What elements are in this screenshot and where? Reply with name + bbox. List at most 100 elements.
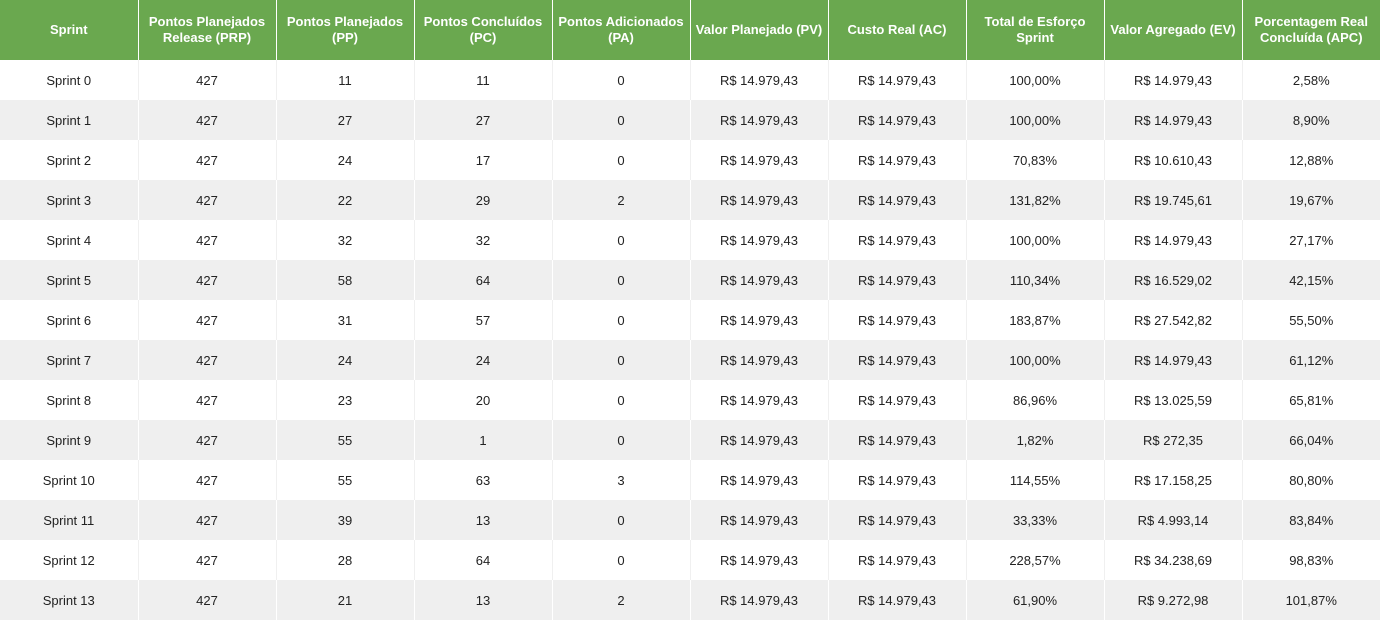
cell-completed-points: 32 — [414, 220, 553, 260]
cell-added-points: 0 — [552, 60, 691, 100]
cell-actual-cost: R$ 14.979,43 — [828, 140, 967, 180]
table-row: Sprint 4 427 32 32 0 R$ 14.979,43 R$ 14.979,43… — [0, 220, 1380, 260]
table-row: Sprint 5 427 58 64 0 R$ 14.979,43 R$ 14.979,43… — [0, 260, 1380, 300]
cell-completed-points: 20 — [414, 380, 553, 420]
table-row: Sprint 2 427 24 17 0 R$ 14.979,43 R$ 14.979,43… — [0, 140, 1380, 180]
header-completed-points: Pontos Concluídos (PC) — [414, 0, 553, 60]
cell-actual-cost: R$ 14.979,43 — [828, 300, 967, 340]
cell-actual-percent-complete: 55,50% — [1242, 300, 1380, 340]
cell-planned-points: 21 — [276, 580, 415, 620]
cell-actual-cost: R$ 14.979,43 — [828, 260, 967, 300]
cell-actual-cost: R$ 14.979,43 — [828, 180, 967, 220]
cell-release-planned-points: 427 — [138, 60, 277, 100]
cell-added-points: 0 — [552, 420, 691, 460]
cell-actual-cost: R$ 14.979,43 — [828, 460, 967, 500]
header-added-points: Pontos Adicionados (PA) — [552, 0, 691, 60]
cell-added-points: 0 — [552, 300, 691, 340]
cell-total-effort: 183,87% — [966, 300, 1105, 340]
cell-actual-percent-complete: 8,90% — [1242, 100, 1380, 140]
cell-sprint: Sprint 3 — [0, 180, 139, 220]
cell-sprint: Sprint 10 — [0, 460, 139, 500]
cell-release-planned-points: 427 — [138, 180, 277, 220]
cell-planned-value: R$ 14.979,43 — [690, 420, 829, 460]
cell-actual-percent-complete: 98,83% — [1242, 540, 1380, 580]
header-earned-value: Valor Agregado (EV) — [1104, 0, 1243, 60]
cell-earned-value: R$ 13.025,59 — [1104, 380, 1243, 420]
cell-actual-percent-complete: 83,84% — [1242, 500, 1380, 540]
cell-planned-value: R$ 14.979,43 — [690, 180, 829, 220]
cell-total-effort: 100,00% — [966, 100, 1105, 140]
cell-release-planned-points: 427 — [138, 540, 277, 580]
cell-sprint: Sprint 13 — [0, 580, 139, 620]
cell-sprint: Sprint 8 — [0, 380, 139, 420]
cell-planned-value: R$ 14.979,43 — [690, 500, 829, 540]
cell-total-effort: 110,34% — [966, 260, 1105, 300]
cell-planned-value: R$ 14.979,43 — [690, 100, 829, 140]
cell-actual-percent-complete: 80,80% — [1242, 460, 1380, 500]
table-row: Sprint 8 427 23 20 0 R$ 14.979,43 R$ 14.979,43… — [0, 380, 1380, 420]
cell-planned-value: R$ 14.979,43 — [690, 540, 829, 580]
cell-added-points: 0 — [552, 340, 691, 380]
cell-release-planned-points: 427 — [138, 140, 277, 180]
cell-actual-cost: R$ 14.979,43 — [828, 60, 967, 100]
table-header: Sprint Pontos Planejados Release (PRP) P… — [0, 0, 1380, 60]
cell-actual-cost: R$ 14.979,43 — [828, 380, 967, 420]
cell-completed-points: 57 — [414, 300, 553, 340]
table-row: Sprint 9 427 55 1 0 R$ 14.979,43 R$ 14.979,43 1… — [0, 420, 1380, 460]
cell-total-effort: 33,33% — [966, 500, 1105, 540]
cell-completed-points: 64 — [414, 260, 553, 300]
cell-planned-value: R$ 14.979,43 — [690, 260, 829, 300]
cell-release-planned-points: 427 — [138, 100, 277, 140]
cell-total-effort: 86,96% — [966, 380, 1105, 420]
cell-actual-cost: R$ 14.979,43 — [828, 340, 967, 380]
header-release-planned-points: Pontos Planejados Release (PRP) — [138, 0, 277, 60]
cell-added-points: 2 — [552, 180, 691, 220]
cell-total-effort: 61,90% — [966, 580, 1105, 620]
cell-earned-value: R$ 14.979,43 — [1104, 100, 1243, 140]
cell-actual-percent-complete: 2,58% — [1242, 60, 1380, 100]
cell-actual-percent-complete: 101,87% — [1242, 580, 1380, 620]
cell-earned-value: R$ 9.272,98 — [1104, 580, 1243, 620]
cell-earned-value: R$ 14.979,43 — [1104, 340, 1243, 380]
table-row: Sprint 0 427 11 11 0 R$ 14.979,43 R$ 14.979,43… — [0, 60, 1380, 100]
cell-planned-points: 55 — [276, 420, 415, 460]
cell-release-planned-points: 427 — [138, 580, 277, 620]
cell-sprint: Sprint 4 — [0, 220, 139, 260]
cell-actual-cost: R$ 14.979,43 — [828, 420, 967, 460]
header-actual-cost: Custo Real (AC) — [828, 0, 967, 60]
cell-release-planned-points: 427 — [138, 500, 277, 540]
cell-earned-value: R$ 16.529,02 — [1104, 260, 1243, 300]
cell-added-points: 0 — [552, 540, 691, 580]
cell-total-effort: 114,55% — [966, 460, 1105, 500]
cell-actual-percent-complete: 65,81% — [1242, 380, 1380, 420]
cell-completed-points: 17 — [414, 140, 553, 180]
cell-earned-value: R$ 19.745,61 — [1104, 180, 1243, 220]
cell-completed-points: 27 — [414, 100, 553, 140]
cell-planned-points: 39 — [276, 500, 415, 540]
cell-actual-cost: R$ 14.979,43 — [828, 220, 967, 260]
cell-completed-points: 63 — [414, 460, 553, 500]
cell-added-points: 2 — [552, 580, 691, 620]
cell-planned-points: 23 — [276, 380, 415, 420]
cell-earned-value: R$ 14.979,43 — [1104, 60, 1243, 100]
cell-completed-points: 13 — [414, 580, 553, 620]
cell-completed-points: 29 — [414, 180, 553, 220]
cell-planned-points: 11 — [276, 60, 415, 100]
cell-planned-value: R$ 14.979,43 — [690, 60, 829, 100]
cell-planned-value: R$ 14.979,43 — [690, 340, 829, 380]
cell-planned-points: 24 — [276, 140, 415, 180]
cell-planned-points: 58 — [276, 260, 415, 300]
cell-completed-points: 24 — [414, 340, 553, 380]
cell-actual-percent-complete: 12,88% — [1242, 140, 1380, 180]
cell-release-planned-points: 427 — [138, 300, 277, 340]
cell-sprint: Sprint 1 — [0, 100, 139, 140]
cell-actual-cost: R$ 14.979,43 — [828, 100, 967, 140]
cell-earned-value: R$ 14.979,43 — [1104, 220, 1243, 260]
cell-actual-percent-complete: 61,12% — [1242, 340, 1380, 380]
cell-added-points: 0 — [552, 500, 691, 540]
table-row: Sprint 6 427 31 57 0 R$ 14.979,43 R$ 14.979,43… — [0, 300, 1380, 340]
cell-planned-points: 28 — [276, 540, 415, 580]
cell-total-effort: 100,00% — [966, 340, 1105, 380]
table-row: Sprint 12 427 28 64 0 R$ 14.979,43 R$ 14.979,4… — [0, 540, 1380, 580]
cell-earned-value: R$ 27.542,82 — [1104, 300, 1243, 340]
